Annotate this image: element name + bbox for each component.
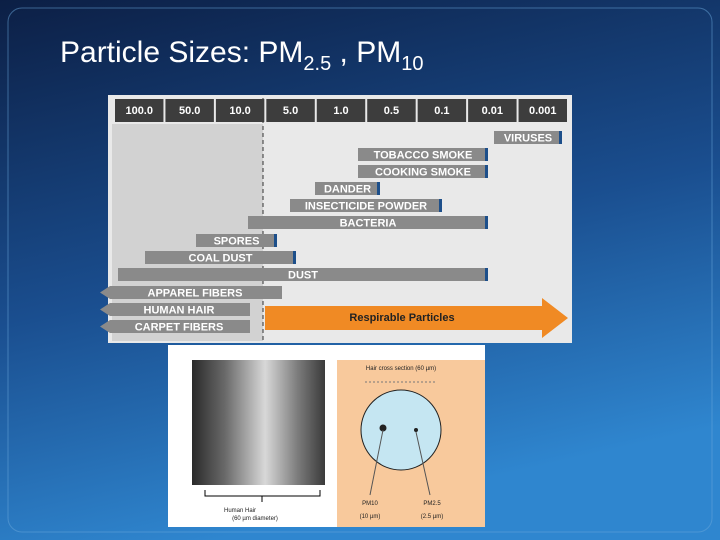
pm10-pointer [369,429,384,496]
bar-label: COOKING SMOKE [375,166,471,178]
scale-cell [215,99,265,122]
bar [100,303,250,316]
scale-cell [417,99,467,122]
bar [100,320,250,333]
scale-label: 10.0 [229,105,250,117]
title-sub: 2.5 [303,53,331,75]
hair-figure: Human Hair (60 µm diameter) Hair cross s… [168,345,485,527]
pm10-size: (10 µm) [360,514,381,520]
scale-cell [266,99,315,122]
scale-label: 0.1 [434,105,449,117]
bar [196,234,277,247]
bar-label: VIRUSES [504,132,552,144]
title-sub: 10 [401,53,423,75]
bar-label: BACTERIA [340,217,397,229]
scale-cell [316,99,366,122]
title-main: Particle Sizes: PM [60,36,303,69]
bar-label: HUMAN HAIR [144,304,215,316]
pm25-size: (2.5 µm) [421,514,443,520]
scale-label: 50.0 [179,105,200,117]
scale-label: 100.0 [125,105,153,117]
hair-photo [192,360,325,485]
bar-edge [485,148,488,161]
bar-label: DANDER [324,183,371,195]
bar-edge [274,234,277,247]
scale-label: 0.01 [482,105,503,117]
bar [290,199,442,212]
bar [494,131,562,144]
bar-edge [377,182,380,195]
scale-cell [115,99,164,122]
bar-label: APPAREL FIBERS [148,287,243,299]
section-title: Hair cross section (60 µm) [366,366,436,372]
scale-cell [367,99,416,122]
bar-label: SPORES [214,235,260,247]
pm25-dot [414,428,418,432]
bar [248,216,488,229]
scale-cell [165,99,214,122]
hair-label: Human Hair [224,508,256,514]
bar [145,251,296,264]
scale-label: 1.0 [333,105,348,117]
scale-cell [518,99,567,122]
frame [7,7,713,533]
bar-edge [293,251,296,264]
bar [358,165,488,178]
respirable-label: Respirable Particles [349,312,454,324]
bar-label: TOBACCO SMOKE [374,149,473,161]
title-sep: , PM [331,36,401,69]
bar [358,148,488,161]
pm25-pointer [415,431,431,496]
bar [118,268,488,281]
hair-note: (60 µm diameter) [232,516,278,522]
pm10-dot [379,424,387,432]
scale-cell [468,99,517,122]
hair-section [360,389,442,471]
bar [315,182,380,195]
scale-label: 0.5 [384,105,399,117]
bar-edge [485,165,488,178]
slide-title: Particle Sizes: PM2.5 , PM10 [60,36,423,75]
bar-label: INSECTICIDE POWDER [305,200,427,212]
bar-edge [559,131,562,144]
scale-label: 0.001 [529,105,557,117]
respirable-arrow [265,298,568,338]
bar-label: COAL DUST [189,252,253,264]
bar [100,286,282,299]
bar-edge [439,199,442,212]
bar-edge [485,268,488,281]
size-diagram: 100.0 50.0 10.0 5.0 1.0 0.5 0.1 0.01 0.001 VIRUS… [100,95,572,343]
bar-label: DUST [288,269,318,281]
scale-label: 5.0 [283,105,298,117]
pm10-label: PM10 [362,501,378,507]
hair-bracket [204,490,321,502]
bar-edge [485,216,488,229]
bar-label: CARPET FIBERS [135,321,224,333]
pm25-label: PM2.5 [423,501,441,507]
